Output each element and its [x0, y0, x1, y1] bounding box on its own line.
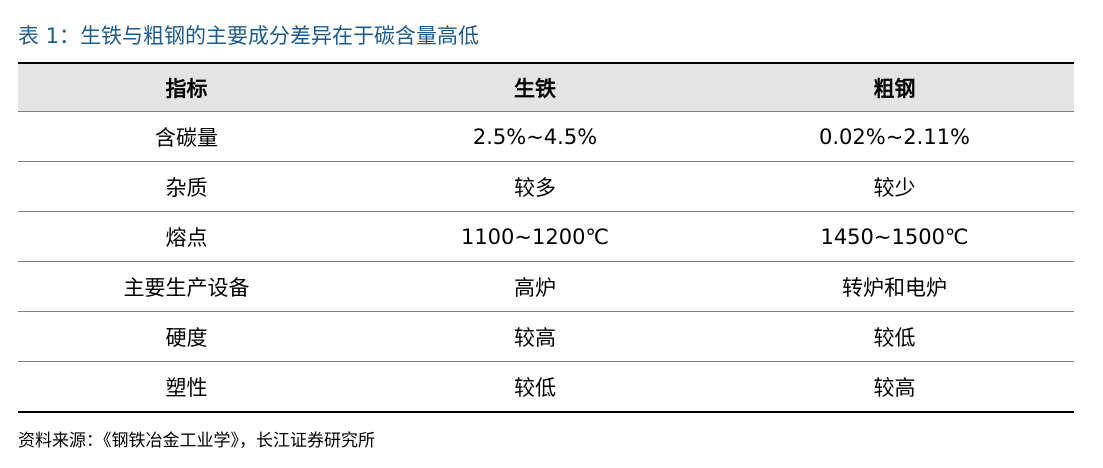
header-pig-iron: 生铁 — [355, 63, 715, 112]
pig-iron-value: 2.5%~4.5% — [355, 111, 715, 162]
table-row: 主要生产设备 高炉 转炉和电炉 — [18, 261, 1074, 312]
pig-iron-value: 1100~1200℃ — [355, 211, 715, 262]
row-label: 含碳量 — [18, 111, 355, 162]
crude-steel-value: 较高 — [873, 375, 916, 400]
crude-steel-value: 转炉和电炉 — [715, 261, 1074, 312]
pig-iron-value: 较高 — [355, 311, 715, 362]
pig-iron-value: 较多 — [355, 161, 715, 212]
crude-steel-value: 1450~1500℃ — [715, 211, 1074, 262]
row-label: 塑性 — [165, 375, 208, 400]
row-label: 杂质 — [18, 161, 355, 212]
table-title: 表 1：生铁与粗钢的主要成分差异在于碳含量高低 — [18, 24, 480, 48]
crude-steel-value: 较低 — [715, 311, 1074, 362]
crude-steel-value: 较少 — [715, 161, 1074, 212]
table-row: 杂质 较多 较少 — [18, 161, 1074, 212]
header-indicator: 指标 — [18, 63, 355, 112]
pig-iron-value: 较低 — [514, 375, 556, 400]
pig-iron-value: 高炉 — [355, 261, 715, 312]
row-label: 硬度 — [18, 311, 355, 362]
table-row: 熔点 1100~1200℃ 1450~1500℃ — [18, 211, 1074, 262]
header-crude-steel: 粗钢 — [715, 63, 1074, 112]
table-header-row: 指标 生铁 粗钢 — [18, 63, 1074, 112]
table-row: 硬度 较高 较低 — [18, 311, 1074, 362]
source-note: 资料来源：《钢铁冶金工业学》，长江证券研究所 — [18, 431, 375, 451]
comparison-table: 指标 生铁 粗钢 含碳量 2.5%~4.5% 0.02%~2.11% 杂质 较多… — [18, 62, 1074, 413]
row-label: 主要生产设备 — [18, 261, 355, 312]
table-row: 塑性 较低 较高 — [18, 362, 1074, 413]
crude-steel-value: 0.02%~2.11% — [715, 111, 1074, 162]
table-row: 含碳量 2.5%~4.5% 0.02%~2.11% — [18, 111, 1074, 162]
row-label: 熔点 — [18, 211, 355, 262]
